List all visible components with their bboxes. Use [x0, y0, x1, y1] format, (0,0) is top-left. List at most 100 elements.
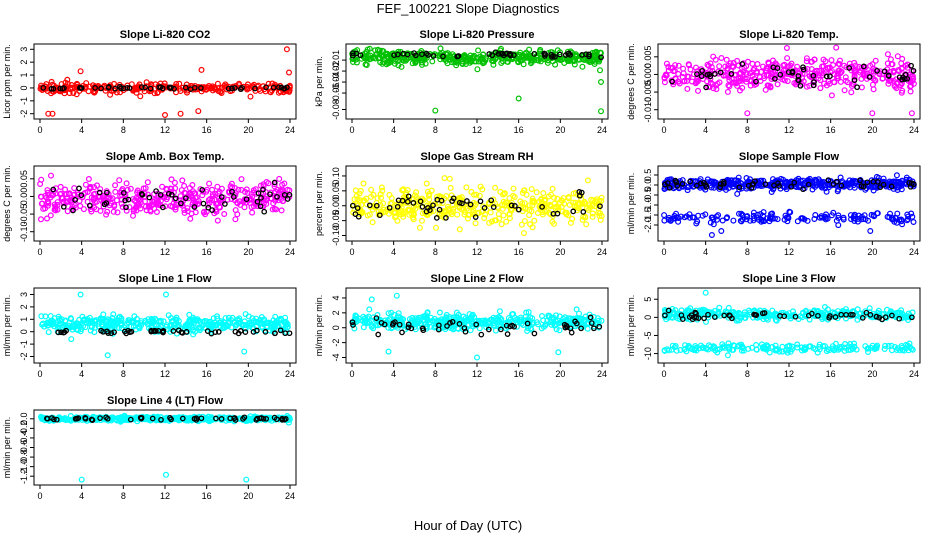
hourly-point — [77, 186, 81, 190]
y-tick-label: 1 — [19, 317, 29, 322]
minute-point — [222, 212, 227, 217]
minute-point — [233, 217, 238, 222]
x-tick-label: 12 — [784, 125, 794, 135]
panel-y-axis-label: degrees C per min. — [626, 43, 636, 120]
minute-point — [662, 213, 667, 218]
minute-point — [726, 90, 731, 95]
minute-point — [688, 67, 693, 72]
minute-point — [586, 178, 591, 183]
x-tick-label: 4 — [79, 369, 84, 379]
y-tick-label: 3 — [19, 47, 29, 52]
minute-point — [719, 56, 724, 61]
minute-point — [45, 216, 50, 221]
minute-point — [207, 181, 212, 186]
panel-y-axis-label: ml/min per min. — [314, 295, 324, 357]
hourly-point — [855, 85, 859, 89]
hourly-point — [479, 332, 483, 336]
panel-title: Slope Amb. Box Temp. — [106, 151, 225, 163]
x-tick-label: 8 — [433, 125, 438, 135]
x-tick-label: 0 — [37, 125, 42, 135]
minute-point — [369, 187, 374, 192]
minute-point — [908, 89, 913, 94]
minute-point — [676, 72, 681, 77]
outlier-point — [870, 111, 875, 116]
panel-title: Slope Line 2 Flow — [431, 273, 524, 285]
y-tick-label: 2 — [19, 60, 29, 65]
minute-point — [829, 58, 834, 63]
minute-point — [438, 46, 443, 51]
outlier-point — [599, 80, 604, 85]
hourly-point — [532, 331, 536, 335]
minute-point — [442, 176, 447, 181]
x-tick-label: 16 — [826, 247, 836, 257]
minute-point — [849, 90, 854, 95]
x-tick-label: 12 — [472, 369, 482, 379]
outlier-point — [527, 47, 532, 52]
minute-point — [113, 190, 118, 195]
outlier-point — [703, 290, 708, 295]
y-tick-label: 0 — [331, 325, 341, 330]
outlier-point — [163, 113, 168, 118]
x-tick-label: 12 — [160, 369, 170, 379]
minute-point — [65, 209, 70, 214]
x-tick-label: 0 — [661, 247, 666, 257]
outlier-point — [516, 96, 521, 101]
x-tick-label: 0 — [349, 125, 354, 135]
y-tick-label: 4 — [331, 295, 341, 300]
y-tick-label: -2 — [19, 353, 29, 361]
panel-points — [662, 173, 917, 238]
x-tick-label: 20 — [555, 247, 565, 257]
x-tick-label: 0 — [37, 247, 42, 257]
minute-point — [87, 177, 92, 182]
hourly-point — [478, 199, 482, 203]
minute-point — [424, 181, 429, 186]
x-tick-label: 4 — [703, 369, 708, 379]
minute-point — [215, 184, 220, 189]
outlier-point — [105, 353, 110, 358]
x-tick-label: 24 — [909, 125, 919, 135]
minute-point — [160, 184, 165, 189]
x-tick-label: 0 — [349, 247, 354, 257]
x-tick-label: 20 — [867, 369, 877, 379]
x-tick-label: 0 — [661, 125, 666, 135]
x-tick-label: 8 — [745, 369, 750, 379]
minute-point — [488, 210, 493, 215]
minute-point — [818, 86, 823, 91]
minute-point — [511, 186, 516, 191]
panel-points — [38, 173, 292, 223]
minute-point — [580, 64, 585, 69]
x-tick-label: 8 — [121, 125, 126, 135]
y-tick-label: 2 — [331, 310, 341, 315]
minute-point — [215, 218, 220, 223]
y-tick-label: 1 — [19, 73, 29, 78]
outlier-point — [369, 297, 374, 302]
x-tick-label: 24 — [597, 369, 607, 379]
minute-point — [464, 185, 469, 190]
x-tick-label: 8 — [745, 125, 750, 135]
minute-point — [39, 217, 44, 222]
panel-y-axis-label: ml/min per min. — [2, 417, 12, 479]
minute-point — [180, 178, 185, 183]
minute-point — [522, 231, 527, 236]
panel-y-axis-label: ml/min per min. — [626, 173, 636, 235]
x-tick-label: 12 — [160, 125, 170, 135]
outlier-point — [745, 111, 750, 116]
minute-point — [755, 62, 760, 67]
outlier-point — [719, 229, 724, 234]
panel-title: Slope Line 3 Flow — [743, 273, 836, 285]
minute-point — [900, 222, 905, 227]
panel-title: Slope Sample Flow — [739, 151, 840, 163]
outlier-point — [244, 477, 249, 482]
panel-title: Slope Li-820 CO2 — [120, 29, 210, 41]
y-tick-label: -2 — [19, 110, 29, 118]
hourly-point — [262, 210, 266, 214]
x-tick-label: 20 — [243, 247, 253, 257]
x-tick-label: 0 — [661, 369, 666, 379]
minute-point — [498, 309, 503, 314]
